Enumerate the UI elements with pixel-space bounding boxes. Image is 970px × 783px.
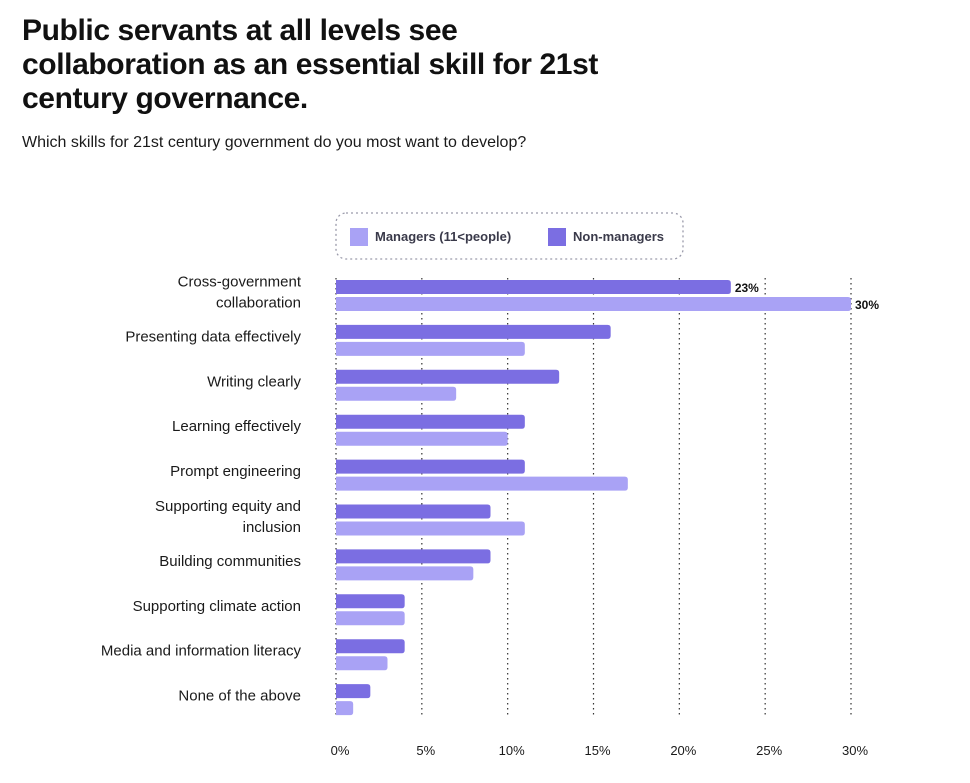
data-labels: 23% 30%: [735, 281, 880, 312]
bars: [336, 280, 851, 716]
chart-subtitle: Which skills for 21st century government…: [22, 134, 527, 151]
x-tick-label: 0%: [331, 743, 350, 758]
grid: [335, 278, 852, 718]
x-tick-label: 25%: [756, 743, 782, 758]
bar-non-managers: [336, 504, 491, 519]
category-label: Building communities: [159, 553, 301, 570]
bar-managers: [336, 701, 354, 716]
bar-managers: [336, 611, 405, 626]
bar-non-managers: [336, 684, 371, 699]
data-label-non-managers: 23%: [735, 281, 759, 295]
legend-swatch-managers: [350, 228, 368, 246]
bar-non-managers: [336, 324, 611, 339]
bar-non-managers: [336, 459, 525, 474]
bar-non-managers: [336, 549, 491, 564]
x-tick-label: 20%: [670, 743, 696, 758]
category-label: Cross-government collaboration: [178, 274, 302, 312]
bar-non-managers: [336, 639, 405, 654]
bar-managers: [336, 521, 525, 536]
x-tick-label: 10%: [499, 743, 525, 758]
legend-label-managers: Managers (11<people): [375, 229, 511, 244]
category-labels: Cross-government collaboration Presenting …: [101, 274, 302, 705]
x-tick-label: 5%: [416, 743, 435, 758]
bar-managers: [336, 431, 508, 446]
legend-swatch-non-managers: [548, 228, 566, 246]
category-label: Prompt engineering: [170, 463, 301, 480]
data-label-managers: 30%: [855, 298, 879, 312]
bar-managers: [336, 476, 628, 491]
x-axis-ticks: 0% 5% 10% 15% 20% 25% 30%: [331, 743, 869, 758]
bar-managers: [336, 566, 474, 581]
legend: Managers (11<people) Non-managers: [335, 212, 684, 260]
category-label: None of the above: [178, 688, 301, 705]
bar-non-managers: [336, 369, 560, 384]
category-label: Supporting climate action: [133, 598, 301, 615]
chart-title: Public servants at all levels see collab…: [22, 14, 598, 115]
x-tick-label: 30%: [842, 743, 868, 758]
bar-non-managers: [336, 414, 525, 429]
category-label: Supporting equity and inclusion: [155, 498, 301, 536]
x-tick-label: 15%: [584, 743, 610, 758]
bar-managers: [336, 656, 388, 671]
bar-managers: [336, 386, 457, 401]
legend-frame: [335, 212, 684, 260]
category-label: Media and information literacy: [101, 643, 302, 660]
category-label: Writing clearly: [207, 373, 301, 390]
bar-managers: [336, 341, 525, 356]
bar-non-managers: [336, 280, 731, 294]
bar-managers: [336, 297, 851, 311]
category-label: Presenting data effectively: [125, 328, 301, 345]
legend-label-non-managers: Non-managers: [573, 229, 664, 244]
category-label: Learning effectively: [172, 418, 301, 435]
bar-non-managers: [336, 594, 405, 609]
